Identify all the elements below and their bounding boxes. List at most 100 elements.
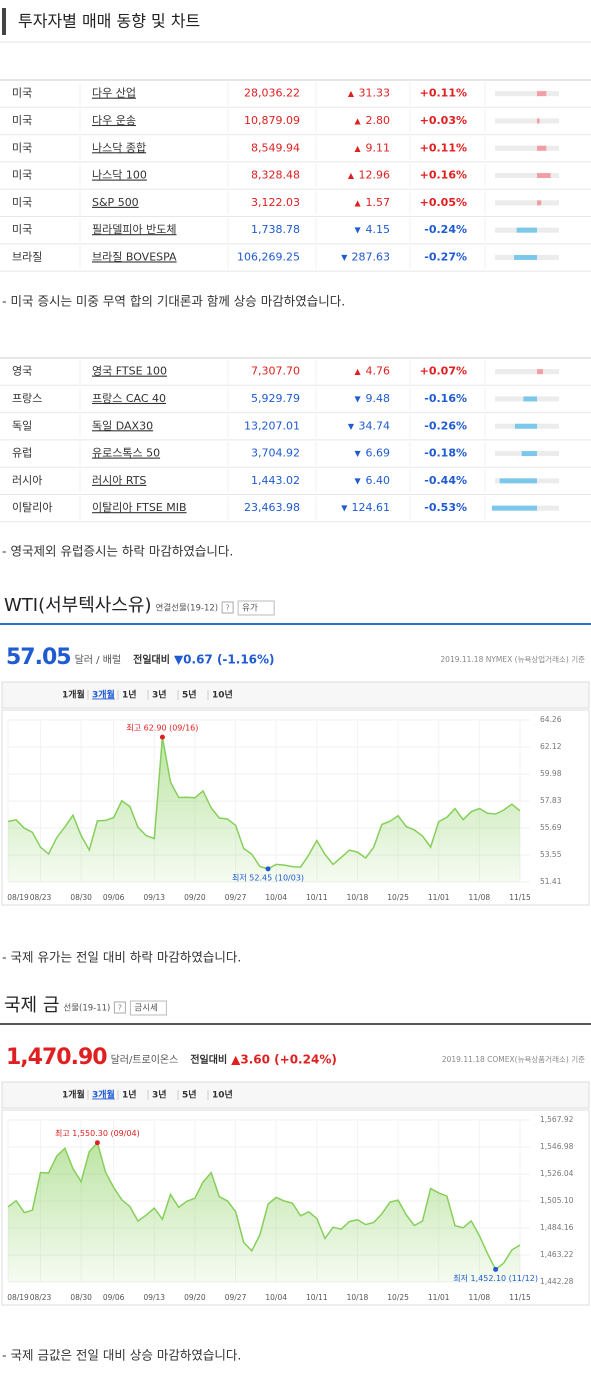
high-label: 최고 62.90 (09/16): [126, 723, 198, 733]
line: [7, 1141, 521, 1271]
x-tick-label: 08/30: [70, 893, 92, 902]
change: 2.80: [366, 114, 391, 127]
index-link[interactable]: 유로스톡스 50: [92, 447, 160, 460]
price: 8,549.94: [251, 141, 300, 154]
index-link[interactable]: 영국 FTSE 100: [92, 365, 167, 378]
y-tick-label: 1,463.22: [540, 1250, 574, 1259]
link-button-label: 금시세: [134, 1004, 157, 1014]
period-tab[interactable]: 10년: [212, 689, 233, 701]
change-bar: [537, 200, 542, 206]
percent: +0.07%: [420, 365, 467, 378]
title-bar: [2, 8, 6, 35]
x-tick-label: 10/04: [265, 1293, 287, 1302]
x-tick-label: 09/27: [225, 893, 247, 902]
period-tab[interactable]: 3년: [152, 1089, 167, 1101]
change-bar: [537, 369, 543, 375]
y-tick-label: 55.69: [540, 823, 562, 832]
note: - 영국제외 유럽증시는 하락 마감하였습니다.: [2, 544, 233, 559]
period-tab[interactable]: 1개월: [62, 1089, 85, 1101]
country: 미국: [12, 141, 32, 154]
country: 러시아: [12, 474, 42, 487]
index-link[interactable]: 독일 DAX30: [92, 418, 153, 432]
y-tick-label: 62.12: [540, 742, 562, 751]
price: 3,704.92: [251, 447, 300, 460]
y-tick-label: 1,484.16: [540, 1223, 574, 1232]
period-tab[interactable]: 5년: [182, 689, 197, 701]
price: 7,307.70: [251, 365, 300, 378]
link-button[interactable]: [129, 1000, 167, 1016]
x-tick-label: 08/19: [7, 893, 29, 902]
price: 3,122.03: [251, 196, 300, 209]
price-unit: 달러 / 배럴: [75, 653, 122, 666]
chart-subtitle: 연결선물(19-12): [156, 603, 219, 614]
index-link[interactable]: 프랑스 CAC 40: [92, 392, 166, 405]
percent: +0.11%: [420, 141, 467, 154]
bar-track: [495, 369, 559, 375]
link-button[interactable]: [237, 600, 275, 616]
change: 31.33: [359, 87, 391, 100]
change: 9.11: [366, 141, 391, 154]
change-bar: [537, 145, 547, 151]
change-arrow: ▼: [348, 422, 355, 431]
change-arrow: ▼: [354, 394, 361, 403]
index-link[interactable]: 이탈리아 FTSE MIB: [92, 501, 187, 514]
chart-title: 국제 금: [4, 995, 59, 1016]
y-tick-label: 51.41: [540, 877, 562, 886]
change: 287.63: [352, 250, 391, 263]
x-tick-label: 08/23: [30, 1293, 52, 1302]
change-bar: [523, 396, 537, 402]
period-tab[interactable]: 3년: [152, 689, 167, 701]
change: 12.96: [359, 169, 391, 182]
change: 6.40: [366, 474, 391, 487]
y-tick-label: 64.26: [540, 715, 562, 724]
area: [8, 737, 520, 882]
percent: -0.53%: [424, 501, 467, 514]
x-tick-label: 09/20: [184, 1293, 206, 1302]
change-label: 전일대비: [190, 1053, 227, 1066]
x-tick-label: 09/27: [225, 1293, 247, 1302]
change-bar: [537, 91, 547, 97]
period-tab[interactable]: 1년: [122, 1089, 137, 1101]
x-tick-label: 08/30: [70, 1293, 92, 1302]
x-tick-label: 08/19: [7, 1293, 29, 1302]
y-tick-label: 1,505.10: [540, 1196, 574, 1205]
index-link[interactable]: 러시아 RTS: [92, 474, 146, 487]
low-label: 최저 52.45 (10/03): [232, 872, 304, 882]
index-link[interactable]: 다우 운송: [92, 114, 136, 127]
high-label: 최고 1,550.30 (09/04): [55, 1128, 140, 1138]
price: 23,463.98: [244, 501, 300, 514]
country: 미국: [12, 223, 32, 236]
change-bar: [514, 254, 537, 260]
index-link[interactable]: 나스닥 종합: [92, 141, 146, 154]
period-tab[interactable]: 5년: [182, 1089, 197, 1101]
y-tick-label: 59.98: [540, 769, 562, 778]
change-arrow: ▼: [354, 226, 361, 235]
country: 브라질: [12, 250, 42, 263]
chart-subtitle: 선물(19-11): [63, 1004, 110, 1014]
change-arrow: ▲: [354, 367, 361, 376]
index-link[interactable]: S&P 500: [92, 196, 139, 209]
price: 106,269.25: [237, 250, 300, 263]
price: 5,929.79: [251, 392, 300, 405]
price: 28,036.22: [244, 87, 300, 100]
period-tab[interactable]: 1개월: [62, 689, 85, 701]
x-tick-label: 10/11: [306, 893, 328, 902]
bar-track: [495, 200, 559, 206]
low-label: 최저 1,452.10 (11/12): [453, 1273, 538, 1283]
price: 8,328.48: [251, 169, 300, 182]
period-tab[interactable]: 1년: [122, 689, 137, 701]
change: 4.15: [366, 223, 391, 236]
index-link[interactable]: 브라질 BOVESPA: [92, 250, 177, 263]
x-tick-label: 10/25: [387, 893, 409, 902]
index-link[interactable]: 필라델피아 반도체: [92, 223, 176, 236]
period-tab[interactable]: 3개월: [92, 1089, 115, 1101]
percent: -0.44%: [424, 474, 467, 487]
change-bar: [537, 118, 540, 124]
percent: +0.03%: [420, 114, 467, 127]
percent: +0.11%: [420, 87, 467, 100]
index-link[interactable]: 나스닥 100: [92, 169, 147, 182]
page-title: 투자자별 매매 동향 및 차트: [18, 12, 200, 31]
index-link[interactable]: 다우 산업: [92, 87, 136, 100]
period-tab[interactable]: 3개월: [92, 689, 115, 701]
period-tab[interactable]: 10년: [212, 1089, 233, 1101]
